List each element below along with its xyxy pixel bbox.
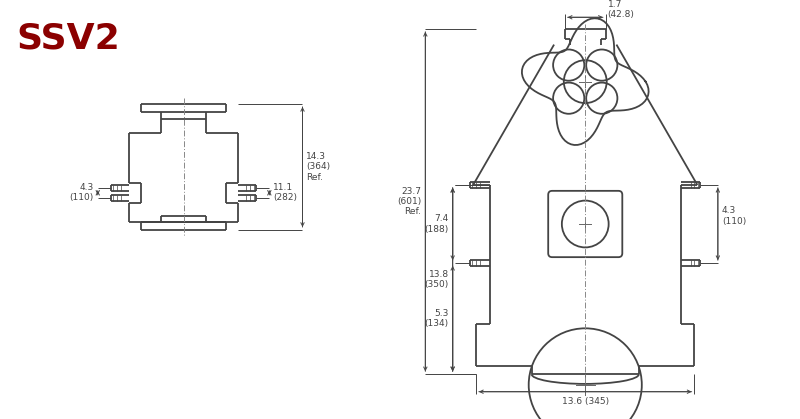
Text: 4.3
(110): 4.3 (110) (722, 207, 746, 226)
Text: 11.1
(282): 11.1 (282) (274, 183, 298, 202)
Text: SSV2: SSV2 (17, 21, 121, 55)
Text: 4.3
(110): 4.3 (110) (70, 183, 94, 202)
Text: 13.6 (345): 13.6 (345) (562, 396, 609, 406)
Text: 7.4
(188): 7.4 (188) (425, 214, 449, 234)
Text: 5.3
(134): 5.3 (134) (425, 309, 449, 328)
Text: 1.7
(42.8): 1.7 (42.8) (608, 0, 634, 19)
Text: 14.3
(364)
Ref.: 14.3 (364) Ref. (306, 152, 330, 182)
Text: 23.7
(601)
Ref.: 23.7 (601) Ref. (398, 187, 422, 217)
Text: 13.8
(350): 13.8 (350) (425, 270, 449, 289)
